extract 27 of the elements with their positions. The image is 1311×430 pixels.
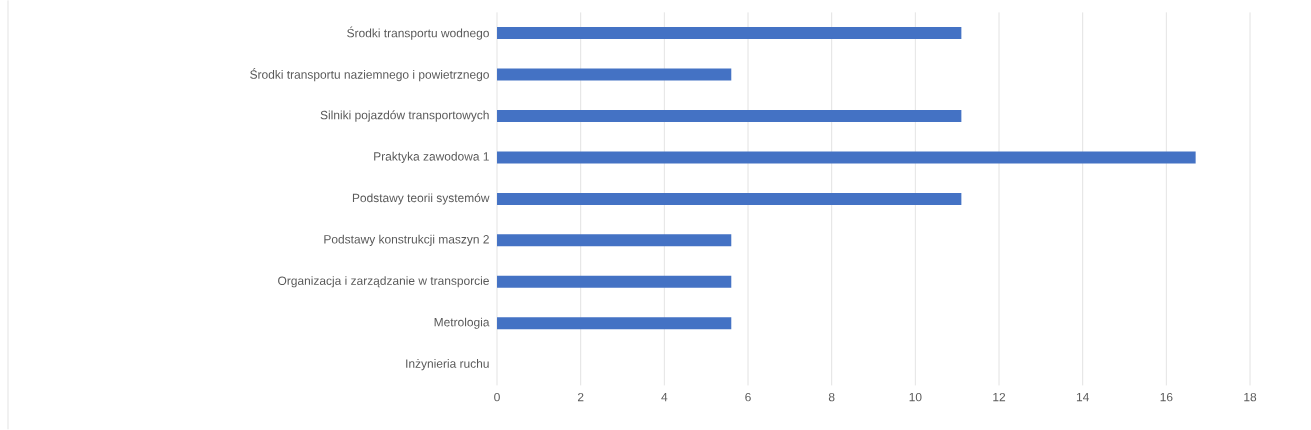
y-tick-label: Podstawy teorii systemów (352, 193, 490, 205)
bar (497, 110, 962, 123)
y-tick-label: Inżynieria ruchu (406, 359, 489, 371)
x-tick-label: 4 (661, 393, 668, 402)
bar (497, 151, 1196, 164)
y-tick-label: Silniki pojazdów transportowych (320, 110, 489, 122)
bar (497, 234, 732, 247)
y-tick-label: Środki transportu wodnego (347, 26, 489, 40)
y-tick-label: Podstawy konstrukcji maszyn 2 (324, 234, 489, 247)
x-tick-label: 0 (494, 393, 500, 402)
x-tick-label: 2 (577, 393, 584, 402)
bar (497, 68, 732, 81)
y-tick-label: Metrologia (434, 317, 490, 329)
bar (497, 317, 732, 330)
y-tick-label: Organizacja i zarządzanie w transporcie (278, 276, 489, 288)
x-tick-label: 8 (828, 393, 835, 402)
x-tick-label: 10 (909, 393, 922, 402)
y-tick-label: Praktyka zawodowa 1 (374, 152, 489, 164)
x-tick-label: 14 (1076, 393, 1089, 402)
x-tick-label: 12 (993, 393, 1006, 402)
bar (497, 275, 732, 288)
x-tick-label: 16 (1160, 393, 1173, 402)
y-tick-label: Środki transportu naziemnego i powietrznego (250, 68, 489, 82)
x-tick-label: 18 (1244, 393, 1257, 402)
bar (497, 193, 962, 206)
x-tick-label: 6 (745, 393, 751, 402)
bar (497, 27, 962, 40)
